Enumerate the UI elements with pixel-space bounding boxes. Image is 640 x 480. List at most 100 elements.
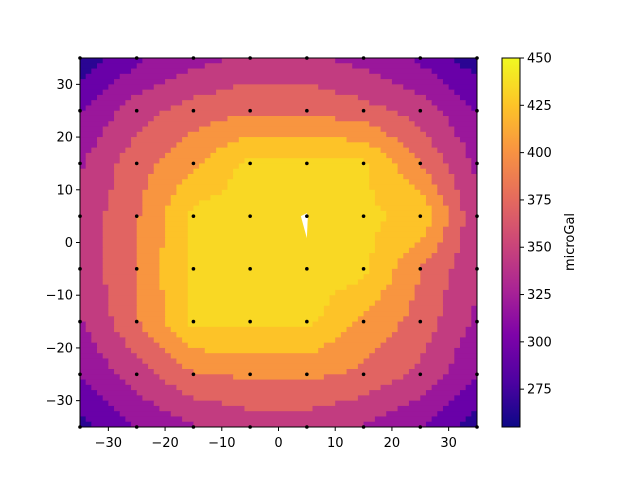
contour-cell — [204, 158, 246, 165]
contour-cell — [125, 147, 172, 154]
contour-cell — [369, 184, 416, 191]
contour-cell — [346, 137, 399, 143]
contour-cell — [454, 253, 477, 259]
contour-cell — [176, 384, 382, 391]
x-tick-label: 0 — [274, 436, 282, 451]
contour-cell — [148, 121, 212, 128]
contour-cell — [80, 274, 104, 280]
contour-cell — [80, 110, 115, 117]
contour-cell — [448, 279, 477, 286]
contour-cell — [91, 147, 126, 154]
colorbar-tick-label: 300 — [527, 335, 552, 350]
contour-cell — [187, 68, 370, 75]
contour-cell — [102, 131, 138, 138]
contour-cell — [80, 300, 109, 307]
contour-cell — [408, 369, 450, 375]
colorbar-tick-label: 275 — [527, 383, 552, 398]
sample-point — [134, 214, 139, 218]
contour-cell — [318, 84, 404, 91]
contour-cell — [187, 216, 387, 223]
contour-cell — [335, 337, 387, 344]
contour-cell — [80, 258, 104, 265]
contour-cell — [176, 184, 229, 191]
contour-cell — [142, 205, 166, 212]
contour-cell — [119, 374, 160, 381]
contour-cell — [142, 58, 223, 64]
contour-cell — [414, 89, 455, 96]
sample-point — [418, 108, 423, 113]
contour-cell — [187, 131, 387, 138]
contour-cell — [165, 300, 189, 307]
contour-cell — [369, 305, 410, 312]
contour-cell — [125, 100, 183, 107]
contour-cell — [391, 332, 433, 338]
contour-cell — [153, 163, 200, 170]
colorbar-ticks: 275 300 325 350 375 400 425 450 — [520, 52, 552, 398]
contour-cell — [380, 205, 433, 212]
contour-cell — [369, 142, 404, 149]
contour-cell — [369, 268, 393, 275]
sample-point — [191, 108, 196, 113]
contour-cell — [165, 152, 212, 159]
contour-cell — [80, 242, 104, 249]
contour-cell — [386, 411, 438, 418]
contour-cell — [80, 379, 87, 386]
contour-cell — [187, 221, 382, 228]
contour-cell — [414, 363, 450, 370]
contour-cell — [199, 126, 382, 133]
contour-cell — [102, 353, 138, 360]
contour-cell — [187, 173, 234, 180]
contour-cell — [97, 390, 138, 396]
contour-cell — [459, 63, 477, 70]
contour-cell — [80, 158, 87, 165]
colorbar-tick-label: 375 — [527, 193, 552, 208]
contour-cell — [148, 332, 178, 338]
contour-cell — [391, 79, 444, 85]
contour-cell — [414, 295, 444, 302]
contour-cell — [340, 332, 393, 338]
contour-cell — [335, 115, 410, 122]
contour-cell — [165, 221, 189, 228]
contour-cell — [380, 342, 427, 349]
contour-cell — [136, 226, 166, 233]
x-axis: −30 −20 −10 0 10 20 30 — [95, 427, 457, 451]
contour-cell — [465, 326, 477, 333]
contour-cell — [153, 115, 229, 122]
contour-cell — [403, 253, 433, 259]
contour-cell — [142, 395, 195, 402]
contour-cell — [437, 379, 472, 386]
contour-cell — [414, 284, 450, 291]
contour-cell — [102, 258, 138, 265]
contour-cell — [165, 347, 206, 354]
contour-cell — [187, 295, 331, 302]
contour-cell — [346, 369, 410, 375]
contour-cell — [131, 142, 178, 149]
contour-cell — [357, 94, 427, 101]
contour-cell — [159, 342, 189, 349]
contour-cell — [80, 332, 92, 338]
contour-cell — [431, 221, 450, 228]
contour-cell — [420, 268, 450, 275]
contour-cell — [136, 231, 166, 238]
contour-cell — [80, 358, 109, 365]
contour-cell — [80, 189, 109, 196]
sample-point — [248, 372, 252, 377]
contour-cell — [357, 279, 393, 286]
contour-cell — [108, 205, 143, 212]
contour-cell — [142, 189, 178, 196]
contour-cell — [471, 68, 477, 75]
contour-cell — [425, 226, 444, 233]
contour-cell — [454, 347, 477, 354]
contour-cell — [114, 326, 143, 333]
contour-cell — [335, 289, 382, 296]
contour-cell — [80, 395, 104, 402]
contour-cell — [420, 279, 450, 286]
contour-cell — [459, 342, 477, 349]
contour-cell — [363, 311, 410, 317]
contour-cell — [459, 242, 477, 249]
contour-cell — [323, 311, 365, 317]
contour-cell — [397, 405, 444, 412]
contour-cell — [437, 189, 461, 196]
contour-cell — [448, 274, 477, 280]
contour-cell — [442, 237, 461, 244]
